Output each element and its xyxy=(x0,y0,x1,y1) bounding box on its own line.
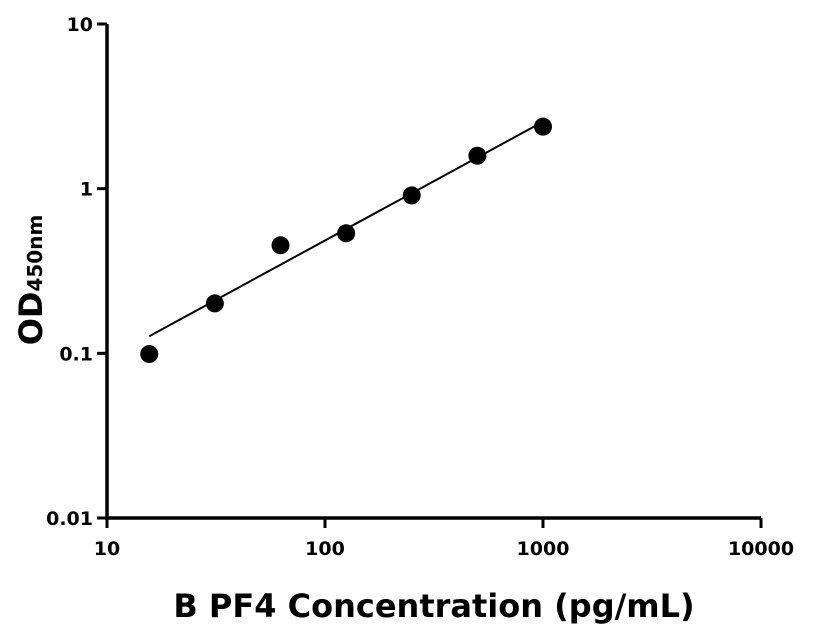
data-point xyxy=(271,236,290,255)
y-tick-label: 0.1 xyxy=(59,343,93,365)
data-point xyxy=(534,117,552,136)
fit-line xyxy=(148,120,544,338)
x-axis-label: B PF4 Concentration (pg/mL) xyxy=(173,587,694,625)
y-axis-label-main: OD xyxy=(12,292,50,346)
x-tick-label: 100 xyxy=(305,538,345,560)
y-axis-label-sub: 450nm xyxy=(23,215,47,292)
x-tick-label: 10000 xyxy=(728,538,794,560)
y-tick-label: 1 xyxy=(80,179,93,201)
x-tick-label: 10 xyxy=(94,538,120,560)
y-axis-label: OD450nm xyxy=(12,215,50,346)
x-tick-label: 1000 xyxy=(517,538,570,560)
y-tick-label: 0.01 xyxy=(46,508,93,530)
data-point xyxy=(337,224,356,243)
y-tick-label: 10 xyxy=(67,14,93,36)
data-point xyxy=(140,345,159,364)
